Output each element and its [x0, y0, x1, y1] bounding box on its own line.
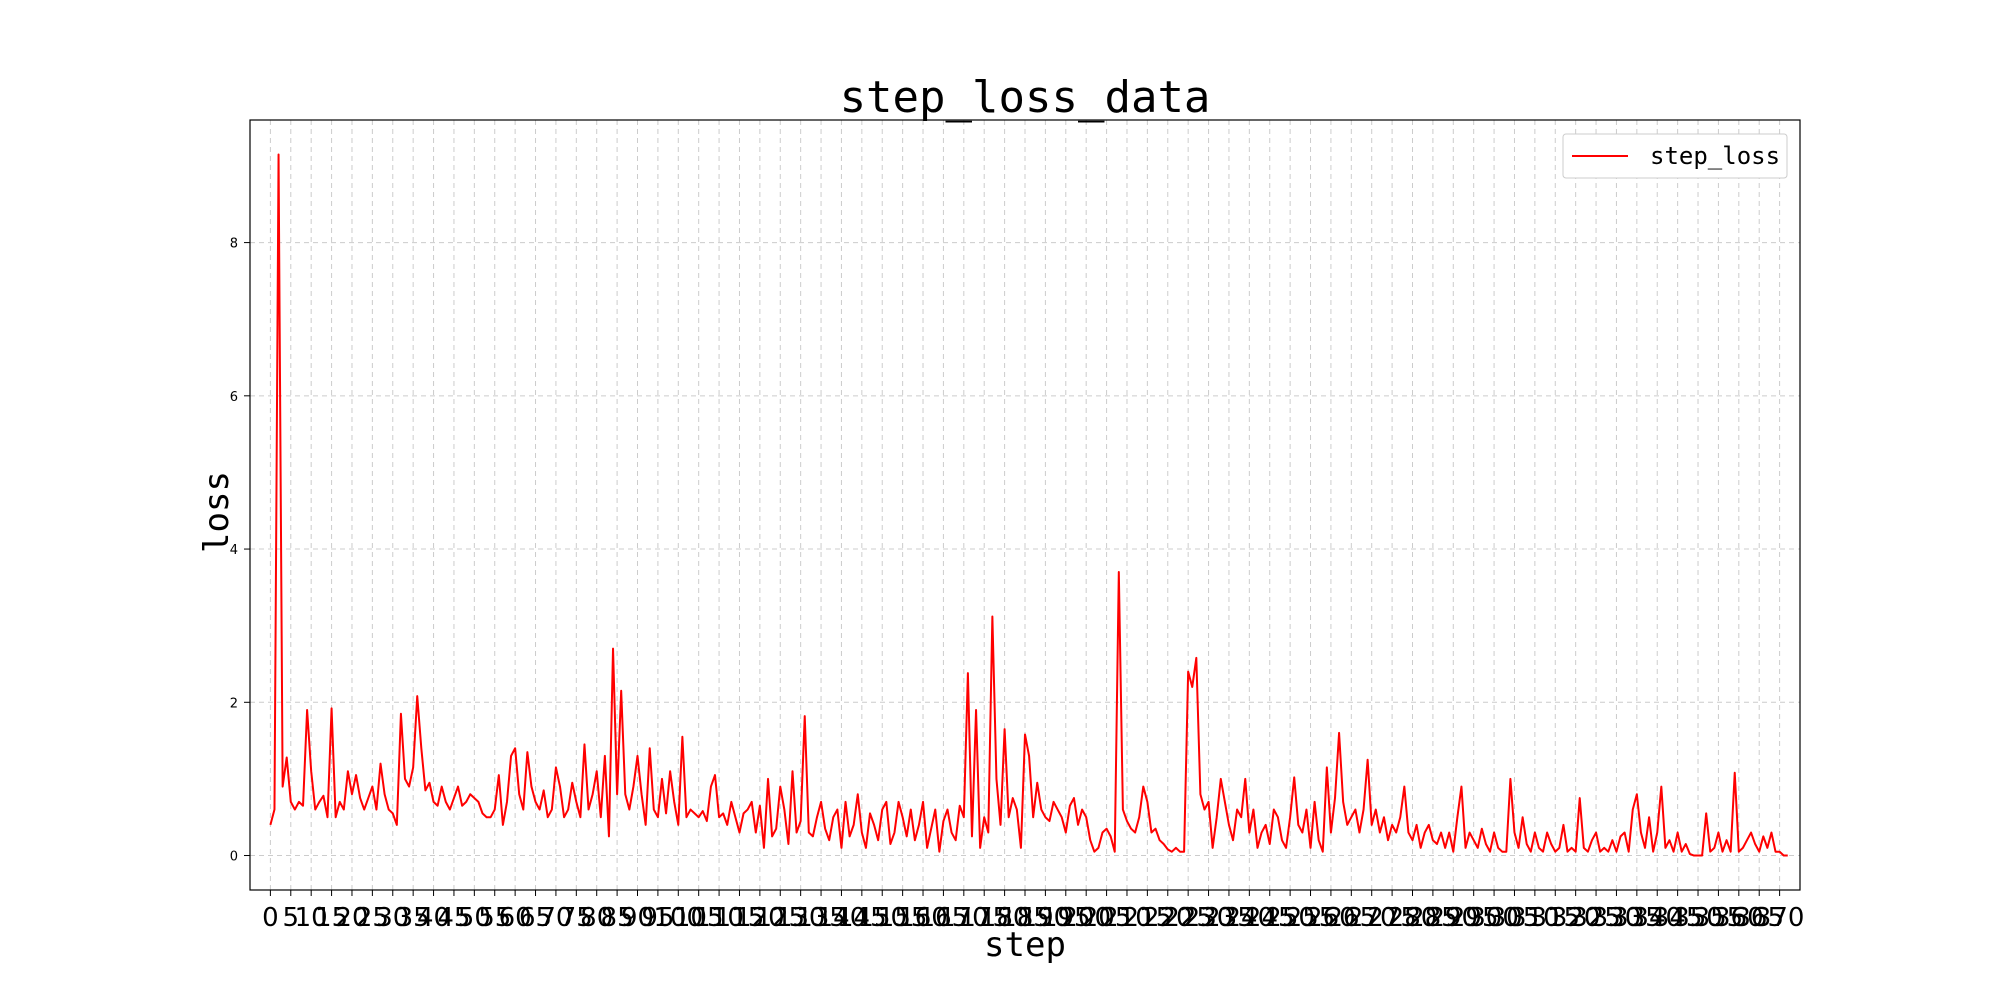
x-tick-label: 75 [560, 903, 593, 933]
x-tick-label: 25 [356, 903, 389, 933]
x-tick-label: 235 [1204, 903, 1254, 933]
x-tick-label: 5 [283, 903, 300, 933]
x-tick-label: 40 [417, 903, 450, 933]
x-tick-label: 70 [539, 903, 572, 933]
x-tick-label: 270 [1347, 903, 1397, 933]
x-tick-label: 135 [796, 903, 846, 933]
x-tick-label: 180 [980, 903, 1030, 933]
x-tick-label: 300 [1469, 903, 1519, 933]
x-tick-label: 155 [878, 903, 928, 933]
x-tick-label: 140 [817, 903, 867, 933]
legend-label: step_loss [1650, 142, 1780, 170]
x-tick-label: 95 [641, 903, 674, 933]
x-tick-label: 360 [1714, 903, 1764, 933]
x-tick-label: 125 [755, 903, 805, 933]
y-axis-label: loss [197, 471, 237, 553]
x-tick-label: 265 [1326, 903, 1376, 933]
x-tick-label: 210 [1102, 903, 1152, 933]
x-tick-label: 10 [295, 903, 328, 933]
x-tick-label: 365 [1734, 903, 1784, 933]
x-tick-label: 205 [1082, 903, 1132, 933]
x-tick-label: 245 [1245, 903, 1295, 933]
x-tick-label: 330 [1592, 903, 1642, 933]
x-tick-label: 185 [1000, 903, 1050, 933]
x-tick-label: 50 [458, 903, 491, 933]
x-tick-label: 110 [694, 903, 744, 933]
x-tick-label: 275 [1367, 903, 1417, 933]
series-layer [269, 153, 1788, 857]
x-tick-label: 20 [335, 903, 368, 933]
x-axis-label: step [984, 925, 1066, 965]
x-tick-label: 355 [1694, 903, 1744, 933]
x-tick-label: 215 [1123, 903, 1173, 933]
x-tick-label: 250 [1265, 903, 1315, 933]
x-tick-label: 30 [376, 903, 409, 933]
x-tick-label: 60 [499, 903, 532, 933]
x-tick-label: 200 [1061, 903, 1111, 933]
grid [250, 120, 1800, 890]
chart-title: step_loss_data [840, 72, 1211, 123]
x-tick-label: 230 [1184, 903, 1234, 933]
x-tick-label: 225 [1163, 903, 1213, 933]
x-tick-label: 85 [601, 903, 634, 933]
legend-box [1562, 133, 1788, 179]
x-tick-label: 310 [1510, 903, 1560, 933]
x-tick-label: 145 [837, 903, 887, 933]
x-tick-label: 0 [262, 903, 279, 933]
y-tick-label: 2 [230, 696, 238, 711]
x-tick-label: 240 [1225, 903, 1275, 933]
x-tick-label: 130 [776, 903, 826, 933]
x-tick-label: 315 [1530, 903, 1580, 933]
x-tick-label: 295 [1449, 903, 1499, 933]
x-tick-label: 370 [1755, 903, 1805, 933]
x-tick-label: 115 [715, 903, 765, 933]
x-tick-label: 280 [1388, 903, 1438, 933]
x-tick-label: 195 [1041, 903, 1091, 933]
y-axis-ticks: 0 2 4 6 8 [230, 237, 250, 865]
y-tick-label: 0 [230, 850, 238, 865]
x-tick-label: 335 [1612, 903, 1662, 933]
y-tick-label: 4 [230, 543, 238, 558]
x-tick-label: 55 [478, 903, 511, 933]
x-tick-label: 255 [1286, 903, 1336, 933]
series-line-step_loss [269, 153, 1788, 857]
x-tick-label: 220 [1143, 903, 1193, 933]
x-tick-label: 90 [621, 903, 654, 933]
x-tick-label: 340 [1632, 903, 1682, 933]
x-tick-label: 260 [1306, 903, 1356, 933]
legend: step_loss [1562, 133, 1788, 179]
x-tick-label: 65 [519, 903, 552, 933]
x-tick-label: 160 [898, 903, 948, 933]
x-tick-label: 175 [959, 903, 1009, 933]
x-tick-label: 170 [939, 903, 989, 933]
x-tick-label: 325 [1571, 903, 1621, 933]
x-tick-label: 305 [1490, 903, 1540, 933]
x-tick-label: 320 [1551, 903, 1601, 933]
x-tick-label: 350 [1673, 903, 1723, 933]
x-axis-ticks: 0 510152025303540455055606570758085909510… [262, 890, 1804, 933]
x-tick-label: 45 [437, 903, 470, 933]
x-tick-label: 345 [1653, 903, 1703, 933]
x-tick-label: 80 [580, 903, 613, 933]
x-tick-label: 290 [1428, 903, 1478, 933]
x-tick-label: 120 [735, 903, 785, 933]
x-tick-label: 150 [857, 903, 907, 933]
x-tick-label: 285 [1408, 903, 1458, 933]
x-tick-label: 100 [653, 903, 703, 933]
x-tick-label: 165 [919, 903, 969, 933]
x-tick-label: 105 [674, 903, 724, 933]
x-tick-label: 35 [397, 903, 430, 933]
y-tick-label: 8 [230, 237, 238, 252]
x-tick-label: 190 [1021, 903, 1071, 933]
x-tick-label: 15 [315, 903, 348, 933]
y-tick-label: 6 [230, 390, 238, 405]
